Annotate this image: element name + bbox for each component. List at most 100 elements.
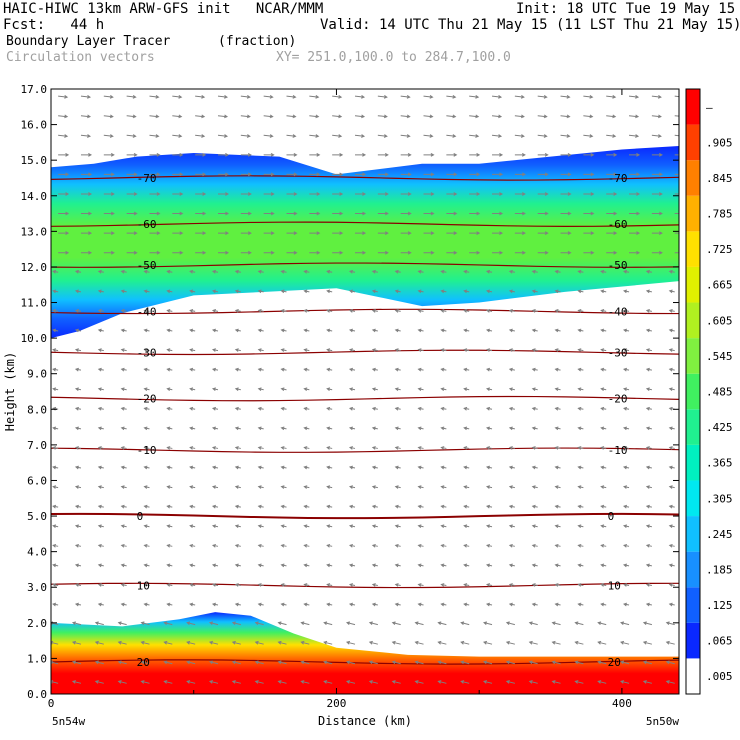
circulation-vector <box>348 504 356 509</box>
circulation-vector <box>254 621 264 626</box>
circulation-vector <box>674 213 679 215</box>
circulation-vector <box>623 465 630 470</box>
circulation-vector <box>668 426 675 431</box>
circulation-vector <box>58 114 69 119</box>
circulation-vector <box>417 602 424 607</box>
circulation-vector <box>149 152 161 157</box>
circulation-vector <box>645 348 652 352</box>
circulation-vector <box>400 231 412 236</box>
circulation-vector <box>257 583 264 587</box>
y-axis-title: Height (km) <box>3 352 17 431</box>
circulation-vector <box>394 543 401 548</box>
circulation-vector <box>263 211 275 216</box>
circulation-vector <box>368 640 378 645</box>
circulation-vector <box>286 192 298 196</box>
circulation-vector <box>172 250 184 255</box>
circulation-vector <box>463 602 470 607</box>
circulation-vector <box>74 406 82 411</box>
circulation-vector <box>645 465 652 470</box>
circulation-vector <box>606 172 618 177</box>
circulation-vector <box>623 387 630 392</box>
circulation-vector <box>257 289 264 294</box>
circulation-vector <box>195 211 207 216</box>
circulation-vector <box>486 348 493 352</box>
circulation-vector <box>537 192 549 196</box>
circulation-vector <box>371 465 378 470</box>
circulation-vector <box>620 680 630 684</box>
circulation-vector <box>486 465 493 470</box>
colorbar-swatch <box>686 231 700 267</box>
circulation-vector <box>257 465 264 470</box>
circulation-vector <box>166 348 173 352</box>
circulation-vector <box>642 680 653 684</box>
circulation-vector <box>423 192 435 196</box>
circulation-vector <box>606 152 618 157</box>
circulation-vector <box>514 231 526 236</box>
circulation-vector <box>208 660 219 665</box>
isotherm-label-right: 20 <box>608 656 621 669</box>
circulation-vector <box>186 680 196 684</box>
circulation-vector <box>211 543 219 548</box>
circulation-vector <box>345 660 356 665</box>
circulation-vector <box>52 289 59 294</box>
x-tick-label: 400 <box>612 697 632 710</box>
circulation-vector <box>231 680 241 684</box>
circulation-vector <box>440 583 447 587</box>
circulation-vector <box>97 269 104 274</box>
circulation-vector <box>166 583 173 587</box>
circulation-vector <box>303 524 310 529</box>
circulation-vector <box>58 211 70 216</box>
circulation-vector <box>97 504 104 509</box>
circulation-vector <box>189 348 196 352</box>
circulation-vector <box>423 94 434 99</box>
circulation-vector <box>491 114 503 119</box>
circulation-vector <box>440 426 447 431</box>
circulation-vector <box>280 563 287 568</box>
circulation-vector <box>437 680 447 684</box>
circulation-vector <box>508 367 515 372</box>
circulation-vector <box>583 114 594 119</box>
plot-frame <box>50 88 680 695</box>
circulation-vector <box>668 446 675 450</box>
colorbar-label: .725 <box>706 243 733 256</box>
circulation-vector <box>126 114 137 119</box>
colorbar-label: .545 <box>706 350 733 363</box>
isotherm-20 <box>51 659 679 665</box>
circulation-vector <box>323 660 333 665</box>
circulation-vector <box>486 269 493 274</box>
circulation-vector <box>254 660 264 665</box>
circulation-vector <box>371 524 378 529</box>
circulation-vector <box>231 621 241 626</box>
circulation-vector <box>332 192 344 196</box>
circulation-vector <box>97 328 104 333</box>
circulation-vector <box>574 640 584 645</box>
circulation-vector <box>371 387 378 392</box>
circulation-vector <box>52 524 59 529</box>
colorbar-swatch <box>686 587 700 623</box>
circulation-vector <box>355 211 367 216</box>
circulation-vector <box>71 680 82 684</box>
y-tick-label: 12.0 <box>21 261 48 274</box>
circulation-vector <box>211 289 219 294</box>
circulation-vector <box>280 426 287 431</box>
circulation-vector <box>583 231 595 236</box>
circulation-vector <box>508 289 515 294</box>
circulation-vector <box>143 602 150 607</box>
circulation-vector <box>486 426 493 431</box>
circulation-vector <box>355 192 367 196</box>
circulation-vector <box>674 232 679 234</box>
colorbar-label: .365 <box>706 457 733 470</box>
circulation-vector <box>606 94 617 99</box>
colorbar-label: .605 <box>706 314 733 327</box>
circulation-vector <box>257 406 264 411</box>
colorbar-frame <box>685 88 701 695</box>
circulation-vector <box>263 152 275 157</box>
circulation-vector <box>514 152 526 157</box>
circulation-vector <box>211 387 219 392</box>
circulation-vector <box>514 94 525 99</box>
circulation-vector <box>74 309 82 313</box>
circulation-vector <box>143 465 150 470</box>
field-units: (fraction) <box>218 34 297 49</box>
circulation-vector <box>71 640 82 645</box>
circulation-vector <box>303 543 310 548</box>
